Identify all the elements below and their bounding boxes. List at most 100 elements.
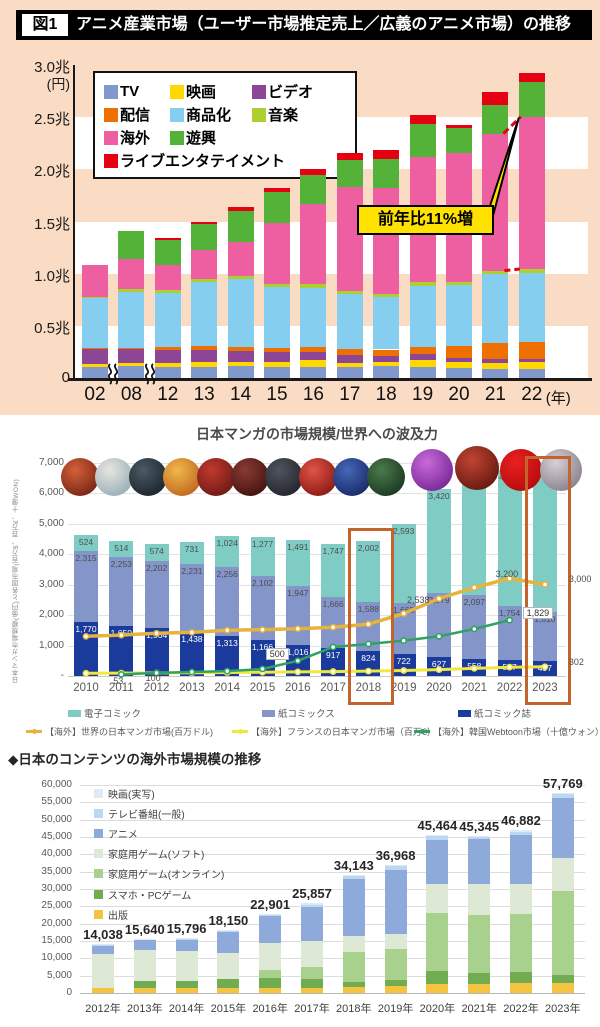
legend-item: 海外 xyxy=(104,126,170,149)
total-label: 25,857 xyxy=(292,886,332,902)
家庭用ゲーム(オンライン)-segment xyxy=(384,949,407,980)
segment-label: 1,564 xyxy=(145,630,168,641)
電子コミック-segment xyxy=(462,469,487,595)
gridline xyxy=(80,975,585,977)
アニメ-segment xyxy=(384,869,407,935)
ライブエンタテイメント-segment xyxy=(518,72,545,82)
y-axis-unit-label: (円) xyxy=(46,76,70,92)
legend-label: 【海外】フランスの日本マンガ市場（百万€） xyxy=(251,727,436,737)
x-axis-tick-label: 13 xyxy=(193,384,215,405)
x-axis-tick-label: 15 xyxy=(266,384,288,405)
x-axis-tick-label: 20 xyxy=(448,384,470,405)
映画(実写)-segment xyxy=(342,874,365,876)
legend-swatch xyxy=(94,849,103,859)
segment-label: 558 xyxy=(467,660,482,671)
legend-label: 紙コミックス xyxy=(278,709,335,720)
gridline xyxy=(80,923,585,925)
legend-swatch xyxy=(104,130,118,145)
x-axis-tick-label: 2019年 xyxy=(377,1003,414,1015)
音楽-segment xyxy=(118,289,145,292)
x-axis-tick-label: 2020 xyxy=(426,682,452,694)
スマホ・PCゲーム-segment xyxy=(301,978,323,989)
x-axis-tick-label: 2021 xyxy=(461,682,488,694)
家庭用ゲーム(ソフト)-segment xyxy=(468,884,491,915)
legend-swatch xyxy=(94,909,103,919)
gridline xyxy=(80,958,585,960)
遊興-segment xyxy=(518,81,545,117)
manga-y-axis-label: 日本マンガ市場規模(億円)と各国市場(百万$、百万€、十億WON) xyxy=(13,478,20,683)
テレビ番組(一般)-segment xyxy=(426,836,449,840)
y-axis-tick-label: 2,000 xyxy=(38,609,64,620)
manga-cover-4-icon xyxy=(163,458,201,496)
アニメ-segment xyxy=(301,906,323,942)
アニメ-segment xyxy=(175,939,198,952)
manga-cover-11-icon xyxy=(411,449,453,491)
gridline xyxy=(80,802,585,804)
x-axis-tick-label: 19 xyxy=(412,384,434,405)
y-axis-tick-label: 35,000 xyxy=(41,865,72,877)
legend-swatch xyxy=(104,84,118,99)
legend-swatch xyxy=(170,107,184,122)
legend-item: テレビ番組(一般) xyxy=(94,806,185,821)
france-value-label: 302 xyxy=(568,656,584,667)
x-axis-line xyxy=(68,676,566,677)
テレビ番組(一般)-segment xyxy=(384,866,407,870)
スマホ・PCゲーム-segment xyxy=(175,980,198,989)
legend-label: 映画 xyxy=(186,84,217,101)
テレビ番組(一般)-segment xyxy=(175,938,198,940)
スマホ・PCゲーム-segment xyxy=(426,971,449,985)
y-axis-tick-label: 3.0兆 xyxy=(34,59,70,76)
segment-label: 537 xyxy=(502,661,517,672)
x-axis-tick-label: 2012年 xyxy=(85,1003,121,1015)
家庭用ゲーム(ソフト)-segment xyxy=(175,951,198,981)
y-axis-tick-label: 15,000 xyxy=(41,935,72,946)
line-legend-item: 【海外】韓国Webtoon市場（十億ウォン） xyxy=(414,725,600,738)
x-axis-line xyxy=(68,378,592,381)
highlight-box-2018 xyxy=(348,528,395,705)
manga-cover-6-icon xyxy=(231,458,269,496)
total-label: 36,968 xyxy=(375,847,416,863)
テレビ番組(一般)-segment xyxy=(551,794,574,799)
highlight-box-2023 xyxy=(524,456,571,705)
legend-item: 遊興 xyxy=(170,126,252,149)
segment-label: 524 xyxy=(78,537,94,548)
manga-cover-9-icon xyxy=(333,458,371,496)
segment-label: 574 xyxy=(149,545,164,556)
x-axis-tick-label: 16 xyxy=(302,384,324,405)
segment-label: 1,024 xyxy=(216,537,238,548)
gridline xyxy=(80,854,585,856)
出版-segment xyxy=(384,986,407,993)
スマホ・PCゲーム-segment xyxy=(217,978,240,989)
manga-chart-title: 日本マンガの市場規模/世界への波及力 xyxy=(196,426,438,442)
家庭用ゲーム(オンライン)-segment xyxy=(551,891,574,975)
家庭用ゲーム(オンライン)-segment xyxy=(468,915,491,973)
segment-label: 514 xyxy=(114,543,129,554)
x-axis-unit-label: (年) xyxy=(545,390,571,407)
x-axis-tick-label: 2016年 xyxy=(252,1003,288,1015)
legend-label: 電子コミック xyxy=(84,709,142,720)
line-legend-item: 【海外】世界の日本マンガ市場(百万ドル) xyxy=(26,725,213,738)
total-label: 45,464 xyxy=(417,818,458,834)
y-axis-line xyxy=(73,65,75,378)
gridline xyxy=(68,584,566,586)
映画(実写)-segment xyxy=(384,864,407,867)
音楽-segment xyxy=(336,290,363,295)
korea-value-label: 1,829 xyxy=(522,607,554,620)
legend-label: 家庭用ゲーム(オンライン) xyxy=(108,870,225,882)
legend-item: 商品化 xyxy=(170,103,252,126)
y-axis-tick-label: 60,000 xyxy=(41,779,72,790)
segment-label: 731 xyxy=(184,543,199,554)
出版-segment xyxy=(510,983,532,993)
fig1-legend: TV 映画 ビデオ 配信 商品化 音楽 海外 遊興 ライブエンタテイメント xyxy=(93,71,357,179)
家庭用ゲーム(ソフト)-segment xyxy=(426,884,449,914)
gridline xyxy=(68,523,566,525)
plot-stripe xyxy=(75,325,588,378)
x-axis-tick-label: 2021年 xyxy=(461,1003,497,1015)
出版-segment xyxy=(426,984,449,993)
出版-segment xyxy=(217,988,240,993)
アニメ-segment xyxy=(510,834,532,885)
legend-label: TV xyxy=(120,83,140,100)
legend-label: 商品化 xyxy=(186,107,232,124)
スマホ・PCゲーム-segment xyxy=(468,972,491,984)
legend-label: テレビ番組(一般) xyxy=(108,810,185,822)
